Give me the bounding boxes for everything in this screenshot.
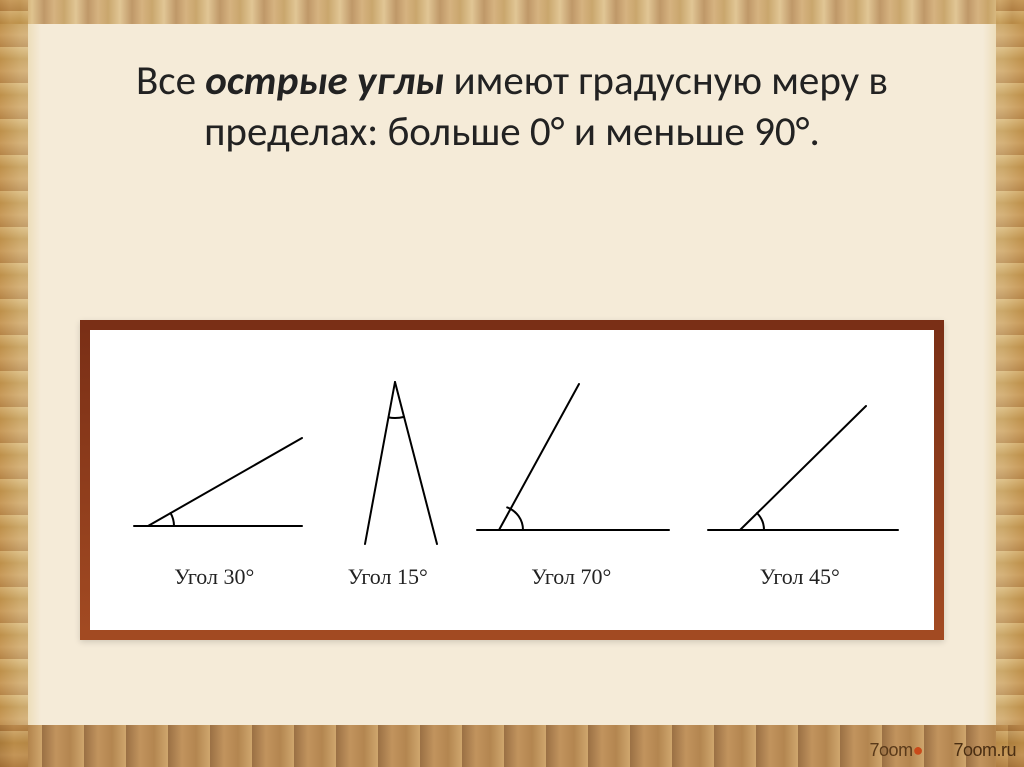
wood-border-top: [0, 0, 1024, 24]
wood-border-right: [996, 0, 1024, 767]
angle-diagram-70: [471, 376, 671, 546]
angle-cell-70: Угол 70°: [471, 376, 671, 590]
angle-caption-30: Угол 30°: [174, 564, 254, 590]
watermark-domain: 7oom.ru: [953, 740, 1016, 760]
title-emphasis: острые углы: [205, 56, 444, 106]
angles-figure-box: Угол 30° Угол 15° Угол 70° Угол 45°: [80, 320, 944, 640]
wood-border-left: [0, 0, 28, 767]
angle-diagram-45: [700, 396, 900, 546]
angle-caption-70: Угол 70°: [531, 564, 611, 590]
angle-cell-15: Угол 15°: [333, 376, 443, 590]
angle-diagram-30: [124, 406, 304, 546]
angles-row: Угол 30° Угол 15° Угол 70° Угол 45°: [110, 360, 914, 590]
angle-diagram-15: [333, 376, 443, 546]
angle-caption-15: Угол 15°: [348, 564, 428, 590]
watermark-dot-icon: ●: [913, 740, 923, 760]
slide-title: Все острые углы имеют градусную меру в п…: [80, 56, 944, 159]
angle-cell-30: Угол 30°: [124, 406, 304, 590]
watermark-brand: 7oom: [870, 740, 913, 760]
angle-caption-45: Угол 45°: [760, 564, 840, 590]
watermark: 7oom● 7oom.ru: [870, 740, 1016, 761]
title-pre: Все: [136, 56, 205, 106]
angle-cell-45: Угол 45°: [700, 396, 900, 590]
